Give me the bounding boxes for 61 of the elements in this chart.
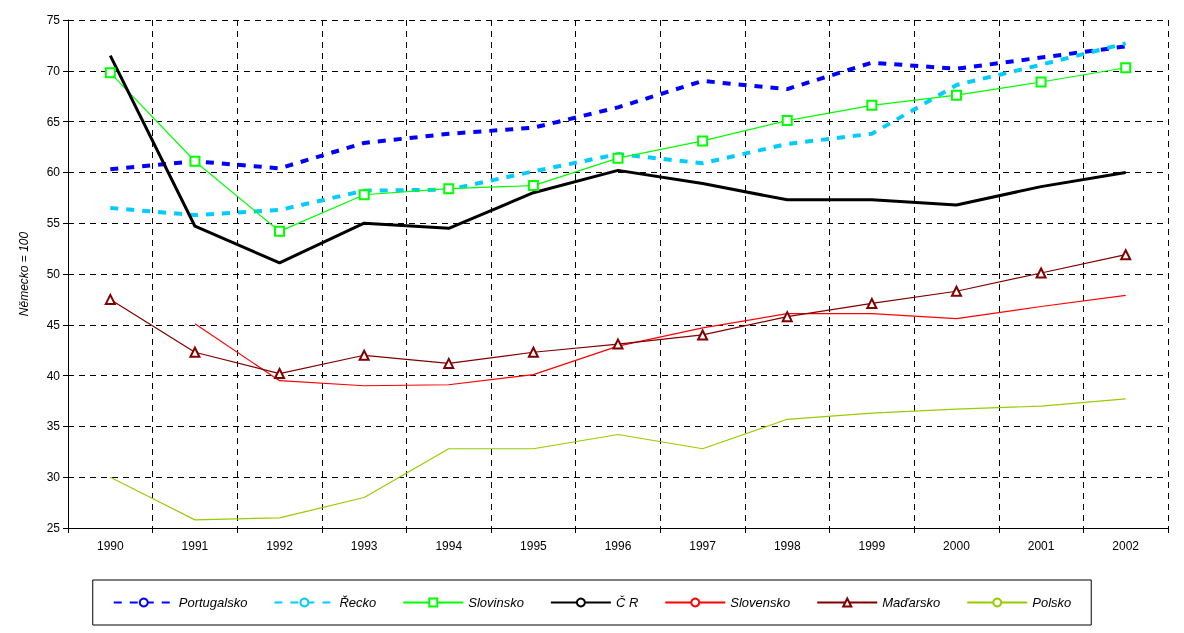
point — [781, 311, 793, 323]
point — [866, 99, 878, 111]
point — [1035, 267, 1047, 279]
x-tick-label: 2000 — [943, 539, 971, 553]
legend-label: Řecko — [339, 595, 377, 610]
point — [104, 293, 116, 305]
x-tick-label: 1996 — [604, 539, 632, 553]
point — [443, 183, 455, 195]
x-tick-label: 1993 — [350, 539, 378, 553]
line-series — [194, 294, 1127, 387]
x-tick-label: 2001 — [1027, 539, 1055, 553]
point — [950, 285, 962, 297]
point — [697, 135, 709, 147]
legend-label: Č R — [615, 595, 639, 610]
point — [189, 346, 201, 358]
point — [189, 155, 201, 167]
point — [612, 338, 624, 350]
x-tick-label: 2002 — [1112, 539, 1140, 553]
point — [443, 357, 455, 369]
y-tick-label: 40 — [46, 368, 61, 383]
y-tick-label: 65 — [46, 114, 61, 129]
legend-label: Maďarsko — [882, 595, 941, 610]
legend-label: Slovinsko — [468, 595, 524, 610]
point — [274, 225, 286, 237]
legend-label: Polsko — [1032, 595, 1072, 610]
point — [612, 152, 624, 164]
y-tick-label: 25 — [46, 521, 61, 535]
line-series — [108, 44, 1128, 172]
line-series — [109, 398, 1127, 521]
x-tick-label: 1994 — [435, 539, 463, 553]
y-tick-label: 60 — [46, 165, 61, 180]
y-tick-label: 70 — [46, 63, 61, 78]
point — [697, 329, 709, 341]
x-tick-label: 1992 — [266, 539, 294, 553]
point — [358, 189, 370, 201]
point — [866, 297, 878, 309]
point — [1035, 76, 1047, 88]
line-series — [108, 41, 1128, 218]
x-tick-label: 1991 — [181, 539, 209, 553]
y-tick-label: 50 — [46, 267, 61, 281]
legend-label: Portugalsko — [178, 595, 248, 610]
point — [358, 349, 370, 361]
x-tick-label: 1998 — [773, 539, 801, 553]
y-axis-title: Německo = 100 — [17, 231, 31, 317]
point — [527, 180, 539, 192]
point — [781, 115, 793, 127]
y-tick-label: 35 — [46, 419, 61, 434]
y-tick-label: 55 — [46, 216, 61, 231]
y-tick-label: 30 — [46, 470, 61, 485]
x-tick-label: 1997 — [689, 539, 717, 553]
point — [527, 346, 539, 358]
point — [950, 89, 962, 101]
x-tick-label: 1990 — [96, 539, 124, 553]
y-tick-label: 75 — [46, 13, 61, 27]
y-tick-label: 45 — [46, 317, 61, 332]
x-tick-label: 1995 — [520, 539, 548, 553]
legend-label: Slovensko — [730, 595, 791, 610]
point — [1120, 62, 1132, 74]
point — [1120, 249, 1132, 261]
x-tick-label: 1999 — [858, 539, 886, 553]
point — [104, 67, 116, 79]
